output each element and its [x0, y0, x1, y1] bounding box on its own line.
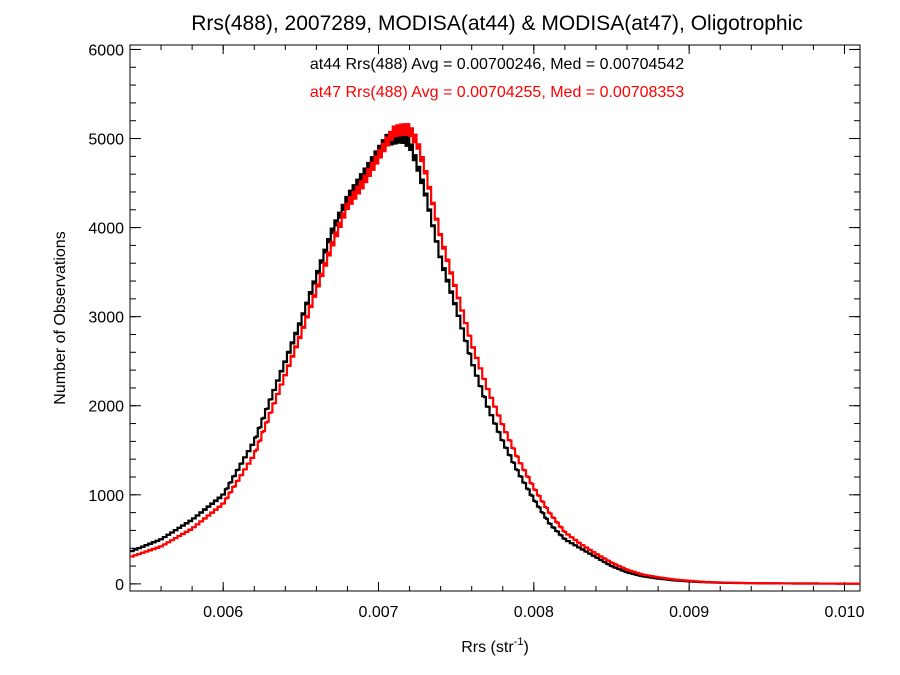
series-at44-line — [130, 130, 860, 585]
annotation-at44: at44 Rrs(488) Avg = 0.00700246, Med = 0.… — [310, 56, 684, 73]
y-tick-label: 1000 — [88, 488, 124, 505]
series-group — [130, 123, 860, 585]
series-at47-line — [130, 123, 860, 585]
y-tick-label: 4000 — [88, 221, 124, 238]
x-tick-label: 0.007 — [358, 604, 398, 621]
chart-title: Rrs(488), 2007289, MODISA(at44) & MODISA… — [191, 12, 803, 35]
x-axis-label-close: ) — [523, 639, 528, 656]
y-axis-label: Number of Observations — [52, 231, 69, 404]
x-tick-labels: 0.006 0.007 0.008 0.009 0.010 — [203, 604, 864, 621]
y-tick-label: 5000 — [88, 132, 124, 149]
axis-ticks — [129, 45, 860, 591]
y-tick-labels: 0 1000 2000 3000 4000 5000 6000 — [88, 42, 124, 593]
x-tick-label: 0.010 — [824, 604, 864, 621]
x-axis-label-main: Rrs (str — [461, 639, 514, 656]
x-tick-label: 0.009 — [669, 604, 709, 621]
x-axis-label: Rrs (str-1) — [461, 636, 529, 656]
plot-frame — [129, 44, 861, 592]
x-tick-label: 0.006 — [203, 604, 243, 621]
y-tick-label: 6000 — [88, 42, 124, 59]
x-axis-label-sup: -1 — [514, 636, 524, 648]
y-tick-label: 0 — [115, 577, 124, 594]
y-tick-label: 3000 — [88, 310, 124, 327]
y-tick-label: 2000 — [88, 399, 124, 416]
x-tick-label: 0.008 — [514, 604, 554, 621]
annotation-at47: at47 Rrs(488) Avg = 0.00704255, Med = 0.… — [310, 84, 684, 101]
